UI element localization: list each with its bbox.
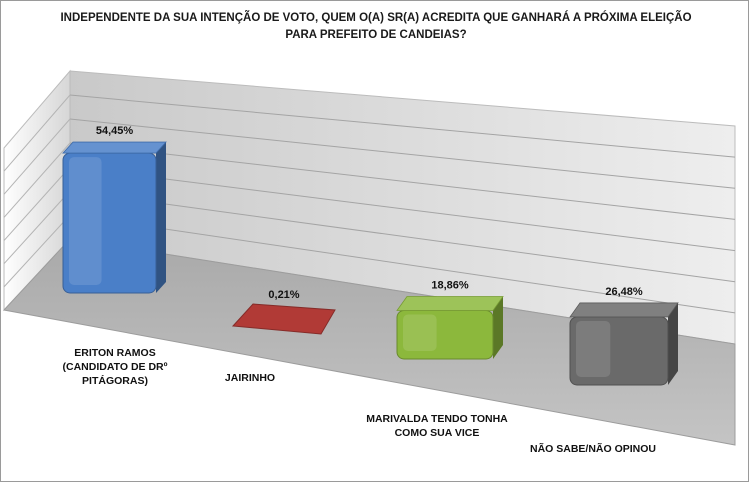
bar-front <box>231 303 336 335</box>
chart-bars <box>62 141 679 386</box>
chart-title: INDEPENDENTE DA SUA INTENÇÃO DE VOTO, QU… <box>41 10 711 44</box>
gridline <box>3 166 71 241</box>
bar-side <box>493 296 503 359</box>
bar-highlight <box>69 157 102 285</box>
gridline <box>3 118 71 195</box>
floor <box>3 238 736 446</box>
gridline <box>3 214 71 288</box>
bar-top <box>396 296 504 311</box>
bar-top <box>62 141 167 154</box>
bar <box>62 141 167 294</box>
bar <box>231 303 336 335</box>
gridline <box>69 214 736 314</box>
category-label: ERITON RAMOS (CANDIDATO DE DRº PITÁGORAS) <box>63 347 168 387</box>
bar-side <box>156 142 166 293</box>
chart-labels: 54,45% 0,21% 18,86% 26,48% ERITON RAMOS (CAND… <box>63 125 656 455</box>
value-label: 0,21% <box>268 289 299 301</box>
category-label: JAIRINHO <box>225 372 275 384</box>
gridline <box>69 118 736 189</box>
gridline <box>69 94 736 158</box>
bar-top <box>569 302 679 318</box>
gridline <box>69 190 736 283</box>
chart-title-line-1: INDEPENDENTE DA SUA INTENÇÃO DE VOTO, QU… <box>60 12 692 24</box>
bar-highlight <box>576 320 611 377</box>
gridline <box>3 142 71 218</box>
category-label: MARIVALDA TENDO TONHA COMO SUA VICE <box>366 413 508 439</box>
chart-title-line-2: PARA PREFEITO DE CANDEIAS? <box>285 29 467 41</box>
gridline <box>69 142 736 220</box>
bar-highlight <box>403 314 437 351</box>
bar <box>569 302 679 386</box>
category-label: NÃO SABE/NÃO OPINOU <box>530 442 656 455</box>
gridline <box>3 94 71 172</box>
value-label: 54,45% <box>96 125 134 137</box>
gridline <box>69 166 736 252</box>
value-label: 18,86% <box>431 280 469 292</box>
bar-side <box>668 302 678 385</box>
value-label: 26,48% <box>605 286 643 298</box>
gridline <box>3 190 71 265</box>
bar <box>396 296 504 360</box>
